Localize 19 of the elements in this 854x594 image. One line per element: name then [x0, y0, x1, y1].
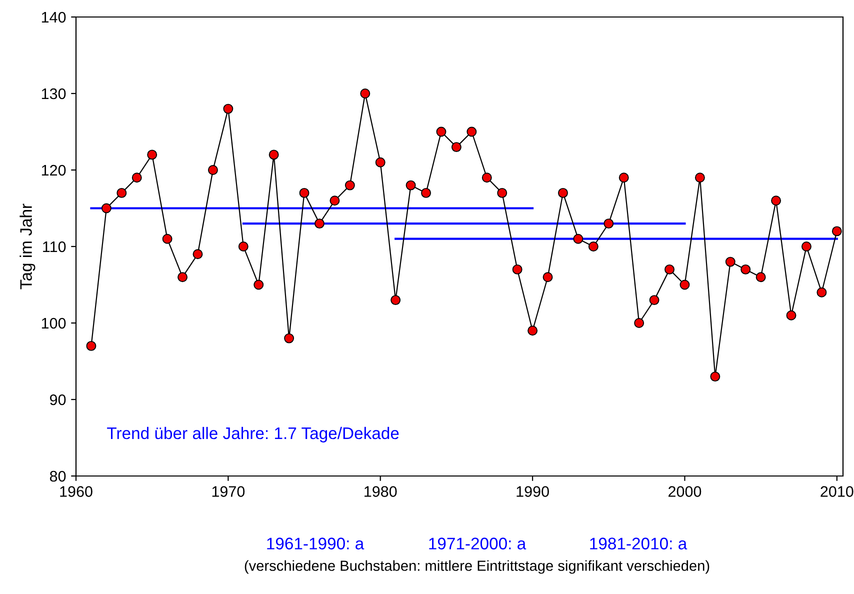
- y-tick-label: 140: [42, 12, 66, 23]
- x-tick-label: 1980: [364, 486, 397, 497]
- y-tick-label: 90: [50, 394, 66, 406]
- y-tick-label: 100: [42, 318, 66, 329]
- x-tick-label: 2010: [820, 486, 854, 497]
- text: 1961-1990: a: [267, 538, 364, 550]
- annotation: Trend über alle Jahre: 1.7 Tage/Dekade: [107, 426, 399, 442]
- y-axis-title: Tag im Jahr: [20, 204, 36, 290]
- text: (verschiedene Buchstaben: mittlere Eintrittstage signifikant verschieden): [244, 560, 710, 574]
- text: 1981-2010: a: [590, 538, 688, 550]
- text: 1971-2000: a: [429, 538, 526, 550]
- y-tick-label: 130: [42, 88, 66, 100]
- x-tick-label: 1960: [60, 486, 92, 497]
- x-tick-label: 2000: [668, 486, 702, 497]
- x-tick-label: 1970: [212, 486, 245, 497]
- y-tick-label: 80: [50, 470, 66, 482]
- x-tick-label: 1990: [516, 486, 549, 497]
- y-tick-label: 120: [42, 164, 66, 176]
- y-tick-label: 110: [43, 241, 66, 252]
